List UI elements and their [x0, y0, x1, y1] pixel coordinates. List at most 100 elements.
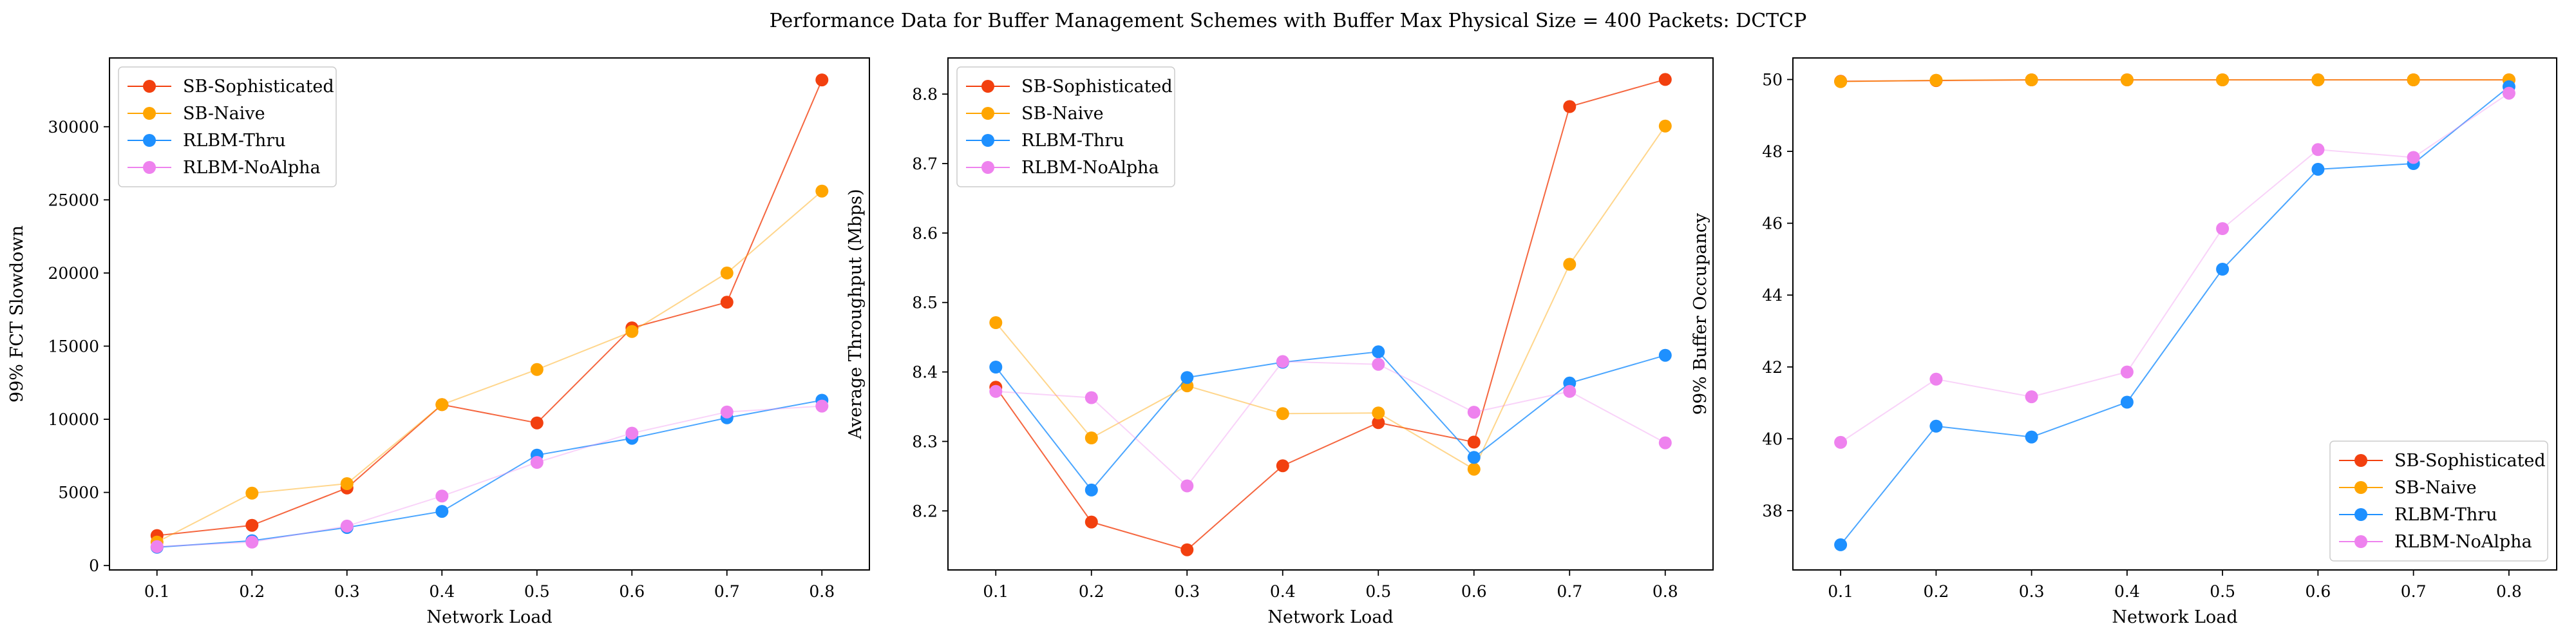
y-tick-label: 44 — [1762, 286, 1783, 305]
x-axis-label: Network Load — [1267, 607, 1393, 627]
y-tick-label: 8.2 — [912, 502, 938, 520]
data-point-rlbm-noalpha — [1084, 391, 1098, 404]
data-point-rlbm-thru — [1084, 483, 1098, 497]
x-tick-label: 0.5 — [2210, 582, 2235, 601]
data-point-sb-sophisticated — [245, 518, 259, 532]
x-tick-label: 0.8 — [1653, 582, 1678, 601]
data-point-sb-naive — [1563, 258, 1577, 271]
x-axis-label: Network Load — [2112, 607, 2237, 627]
data-point-rlbm-noalpha — [2502, 86, 2515, 100]
data-point-sb-naive — [720, 266, 734, 279]
y-tick-label: 50 — [1762, 70, 1783, 89]
x-tick-label: 0.2 — [239, 582, 265, 601]
legend-box — [2329, 440, 2548, 562]
y-tick-label: 40 — [1762, 430, 1783, 448]
data-point-rlbm-thru — [1929, 419, 1943, 433]
x-tick-label: 0.3 — [334, 582, 360, 601]
x-tick-label: 0.3 — [2019, 582, 2045, 601]
data-point-rlbm-thru — [1658, 348, 1672, 362]
legend-marker-sb-naive — [981, 107, 994, 120]
legend-label-sb-sophisticated: SB-Sophisticated — [183, 77, 334, 97]
y-tick-label: 25000 — [48, 191, 99, 209]
y-axis-label: 99% Buffer Occupancy — [1690, 213, 1710, 415]
data-point-rlbm-thru — [1834, 538, 1848, 551]
legend-label-rlbm-noalpha: RLBM-NoAlpha — [2394, 532, 2532, 552]
data-point-rlbm-noalpha — [625, 426, 639, 440]
legend-label-sb-naive: SB-Naive — [183, 104, 265, 124]
data-point-rlbm-thru — [1372, 345, 1385, 359]
x-tick-label: 0.6 — [619, 582, 645, 601]
data-point-rlbm-noalpha — [1180, 479, 1194, 493]
series-line-sb-sophisticated — [1841, 79, 2509, 82]
y-tick-label: 8.3 — [912, 432, 938, 451]
y-tick-label: 48 — [1762, 142, 1783, 161]
series-line-rlbm-thru — [1840, 86, 2510, 545]
x-tick-label: 0.4 — [1270, 582, 1296, 601]
legend-label-sb-sophisticated: SB-Sophisticated — [2394, 451, 2546, 471]
legend-marker-sb-sophisticated — [143, 80, 156, 93]
data-point-sb-naive — [2025, 73, 2038, 86]
data-point-rlbm-noalpha — [150, 540, 164, 553]
data-point-sb-naive — [2311, 73, 2325, 86]
data-point-sb-naive — [989, 316, 1003, 329]
x-tick-label: 0.1 — [144, 582, 170, 601]
legend: SB-Sophisticated SB-Naive RLBM-Thru RLBM-No… — [118, 66, 337, 187]
series-line-rlbm-noalpha — [156, 405, 822, 547]
x-tick-label: 0.7 — [2401, 582, 2427, 601]
data-point-sb-sophisticated — [1084, 515, 1098, 529]
legend-box — [118, 66, 337, 187]
legend-marker-sb-naive — [2354, 481, 2367, 494]
data-point-sb-naive — [245, 486, 259, 500]
data-point-sb-naive — [2407, 73, 2420, 86]
x-axis-label: Network Load — [426, 607, 552, 627]
data-point-rlbm-noalpha — [2025, 390, 2038, 404]
data-point-rlbm-noalpha — [1834, 435, 1848, 449]
data-point-rlbm-noalpha — [340, 519, 354, 533]
data-point-rlbm-noalpha — [2311, 143, 2325, 156]
data-point-sb-naive — [815, 184, 829, 198]
legend: SB-Sophisticated SB-Naive RLBM-Thru RLBM-No… — [956, 66, 1175, 187]
y-tick-label: 30000 — [48, 118, 99, 137]
data-point-sb-naive — [2216, 73, 2230, 86]
series-line-rlbm-thru — [156, 399, 822, 548]
legend-marker-sb-naive — [143, 107, 156, 120]
y-tick-label: 0 — [89, 556, 99, 575]
legend-marker-rlbm-noalpha — [2354, 535, 2367, 548]
data-point-sb-naive — [530, 363, 544, 376]
data-point-rlbm-noalpha — [815, 399, 829, 413]
y-tick-label: 42 — [1762, 358, 1783, 377]
data-point-rlbm-noalpha — [530, 456, 544, 469]
y-tick-label: 8.4 — [912, 363, 938, 382]
data-point-sb-naive — [1929, 73, 1943, 87]
legend-label-rlbm-thru: RLBM-Thru — [183, 131, 286, 151]
legend-label-sb-sophisticated: SB-Sophisticated — [1021, 77, 1173, 97]
x-tick-label: 0.6 — [2305, 582, 2331, 601]
y-tick-label: 8.7 — [912, 155, 938, 173]
y-tick-label: 8.6 — [912, 224, 938, 243]
series-line-sb-sophisticated — [156, 79, 823, 536]
data-point-sb-naive — [2120, 73, 2134, 86]
legend: SB-Sophisticated SB-Naive RLBM-Thru RLBM-No… — [2329, 440, 2548, 562]
x-tick-label: 0.1 — [983, 582, 1009, 601]
data-point-rlbm-noalpha — [245, 535, 259, 549]
y-tick-label: 10000 — [48, 410, 99, 429]
figure-title: Performance Data for Buffer Management S… — [770, 10, 1807, 32]
legend-label-rlbm-thru: RLBM-Thru — [1021, 131, 1124, 151]
y-tick-label: 20000 — [48, 264, 99, 283]
data-point-sb-naive — [625, 325, 639, 338]
legend-marker-rlbm-thru — [981, 134, 994, 147]
data-point-sb-naive — [1834, 75, 1848, 88]
data-point-rlbm-thru — [435, 505, 449, 518]
legend-label-sb-naive: SB-Naive — [1021, 104, 1104, 124]
data-point-rlbm-noalpha — [1276, 355, 1289, 368]
chart-panel-3: 0.1 0.2 0.3 0.4 0.5 0.6 0.7 0.8 38 40 42 44 46 48 50 Ne… — [1690, 57, 2557, 627]
y-axis-label: Average Throughput (Mbps) — [846, 189, 866, 439]
x-tick-label: 0.4 — [2114, 582, 2140, 601]
x-tick-label: 0.7 — [714, 582, 740, 601]
data-point-sb-naive — [435, 398, 449, 412]
x-tick-label: 0.1 — [1828, 582, 1853, 601]
data-point-rlbm-thru — [989, 361, 1003, 374]
legend-label-sb-naive: SB-Naive — [2394, 478, 2477, 498]
data-point-rlbm-noalpha — [1563, 384, 1577, 398]
